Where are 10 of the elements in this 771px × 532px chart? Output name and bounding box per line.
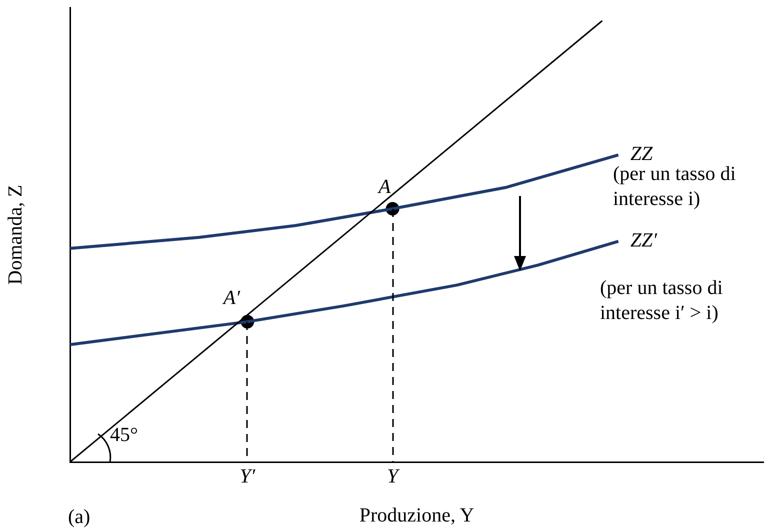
- text: (a): [68, 505, 92, 530]
- x-tick-label: Y′: [240, 465, 256, 488]
- annotation: (per un tasso di interesse i′ > i): [600, 276, 724, 326]
- annotation: A′: [223, 286, 240, 311]
- annotation: A: [378, 174, 391, 200]
- x-tick-label: Y: [386, 465, 400, 488]
- y-axis-title: Domanda, Z: [4, 184, 26, 285]
- annotation: 45°: [110, 423, 139, 448]
- x-axis-title: Produzione, Y: [359, 504, 474, 526]
- series-label: ZZ′: [630, 230, 658, 252]
